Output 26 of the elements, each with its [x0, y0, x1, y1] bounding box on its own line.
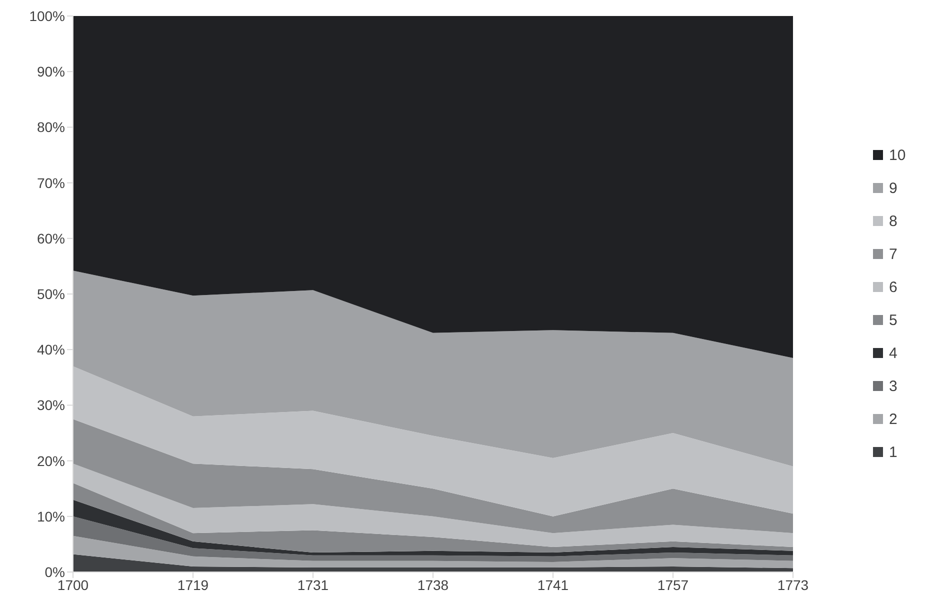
x-tick-label: 1731	[297, 576, 329, 593]
legend-label: 8	[889, 212, 898, 230]
legend-label: 1	[889, 444, 898, 460]
x-tick-label: 1738	[417, 576, 449, 593]
legend-label: 9	[889, 180, 898, 196]
x-tick-label: 1757	[657, 576, 689, 593]
legend-label: 10	[889, 146, 906, 164]
y-tick-label: 100%	[29, 8, 65, 24]
x-tick-label: 1741	[537, 576, 569, 593]
y-tick-label: 20%	[36, 452, 65, 469]
y-tick-label: 10%	[36, 508, 65, 524]
legend-label: 2	[889, 410, 898, 428]
y-tick-label: 80%	[36, 119, 65, 136]
legend-label: 4	[889, 344, 898, 362]
legend-label: 5	[889, 312, 898, 328]
y-tick-label: 60%	[36, 230, 65, 246]
y-tick-label: 70%	[36, 174, 65, 191]
y-tick-label: 40%	[36, 342, 65, 358]
y-tick-label: 90%	[36, 64, 65, 80]
legend-label: 7	[889, 246, 898, 262]
y-tick-label: 50%	[36, 286, 65, 302]
legend-label: 6	[889, 278, 898, 296]
legend-label: 3	[889, 378, 898, 394]
x-tick-label: 1719	[177, 576, 209, 593]
y-tick-label: 30%	[36, 397, 65, 414]
x-tick-label: 1773	[777, 576, 809, 593]
